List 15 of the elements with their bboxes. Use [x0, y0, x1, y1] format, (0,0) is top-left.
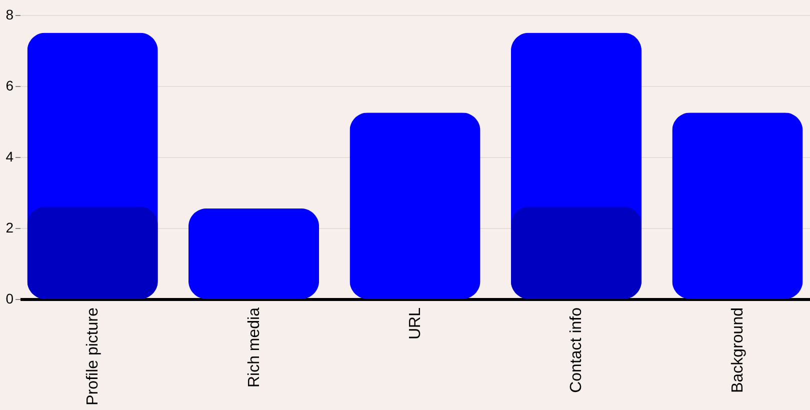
bar	[510, 206, 642, 299]
bar	[672, 112, 803, 299]
bar	[188, 208, 320, 299]
bar	[27, 206, 158, 299]
y-tick-label: 2	[6, 220, 14, 236]
y-tick-label: 8	[6, 6, 14, 22]
x-tick-label: Contact info	[568, 307, 586, 393]
y-tick-label: 6	[6, 78, 14, 94]
x-tick-label: Profile picture	[84, 307, 102, 406]
y-tick-label: 0	[6, 290, 14, 306]
x-tick-label: URL	[407, 307, 424, 340]
y-tick-label: 4	[6, 148, 14, 164]
x-tick-label: Background	[729, 308, 746, 393]
bar	[350, 112, 480, 299]
x-tick-label: Rich media	[246, 307, 263, 388]
